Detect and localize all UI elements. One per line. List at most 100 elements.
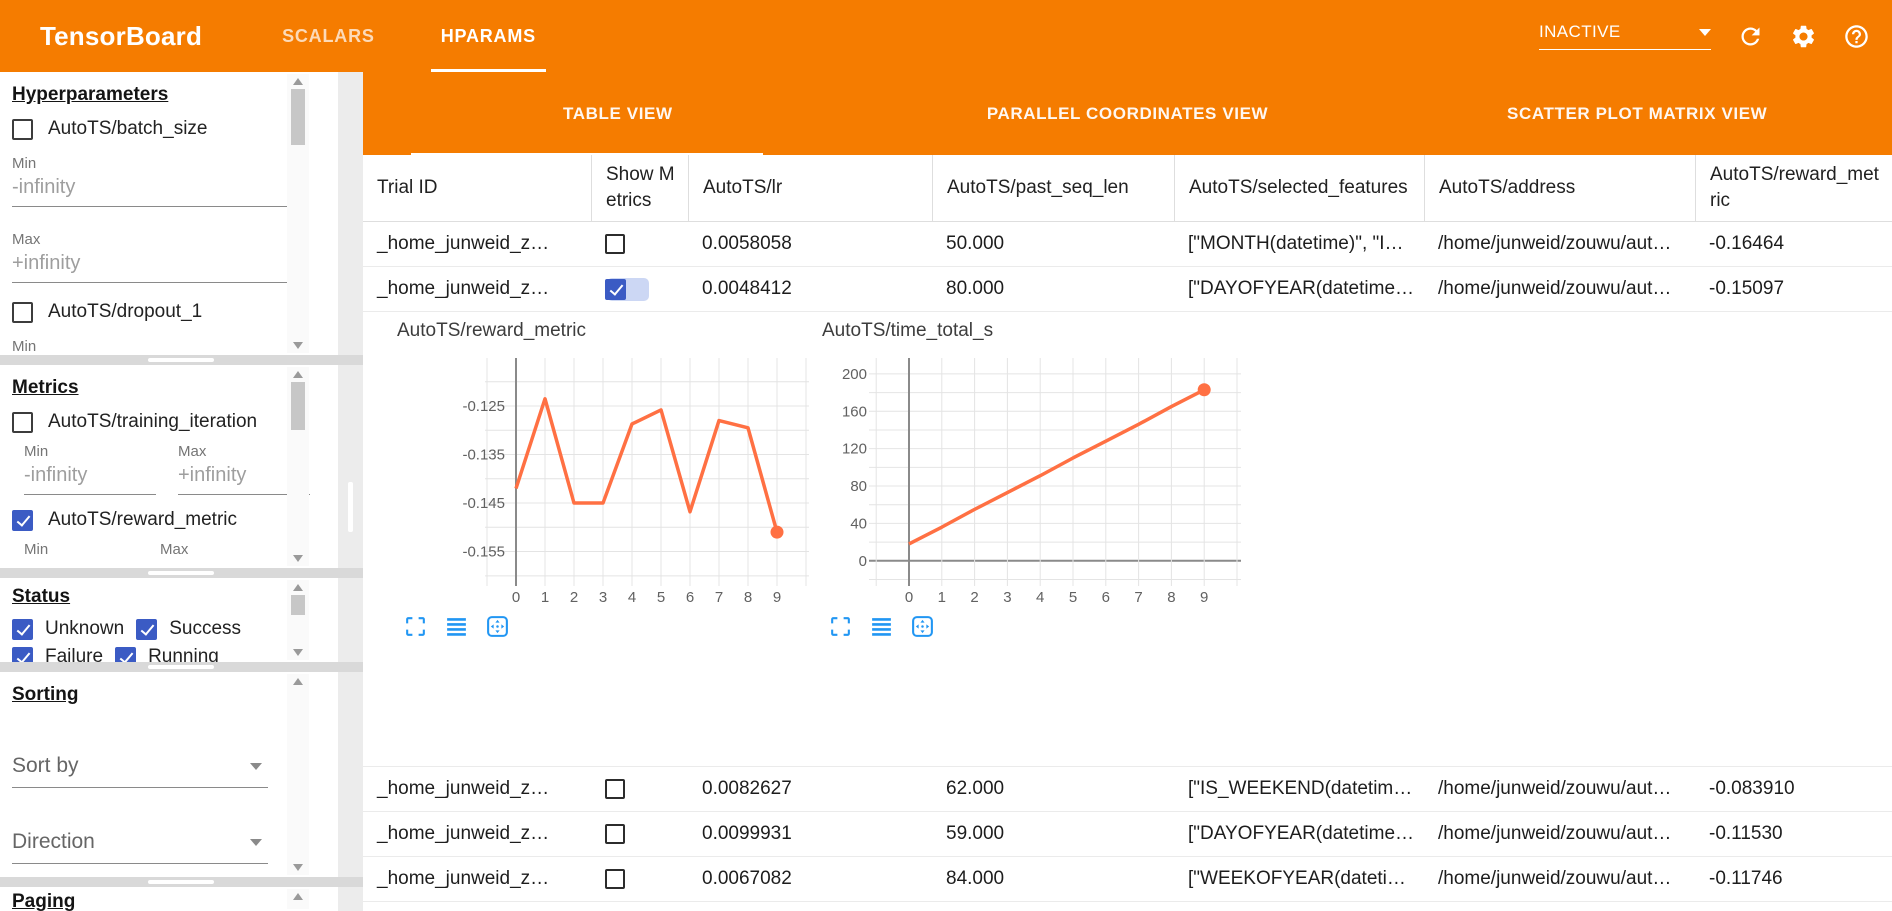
trial-id-cell: _home_junweid_z…	[363, 823, 591, 845]
scroll-up-icon[interactable]	[293, 893, 303, 900]
column-header[interactable]: AutoTS/lr	[688, 155, 932, 221]
paging-scrollbar[interactable]	[287, 889, 309, 909]
hparam-batch-size-checkbox[interactable]	[12, 119, 33, 140]
expanded-metrics-detail: AutoTS/reward_metric -0.125-0.135-0.145-…	[363, 312, 1892, 767]
svg-text:0: 0	[905, 589, 913, 606]
max-input[interactable]: +infinity	[12, 248, 300, 283]
column-header[interactable]: AutoTS/past_seq_len	[932, 155, 1174, 221]
status-scrollbar[interactable]	[287, 580, 309, 660]
column-header[interactable]: AutoTS/selected_features	[1174, 155, 1424, 221]
show-metrics-checkbox[interactable]	[605, 869, 625, 889]
sort-by-dropdown[interactable]: Sort by	[12, 754, 268, 788]
column-header[interactable]: AutoTS/address	[1424, 155, 1695, 221]
sidebar-scrollbar-thumb[interactable]	[348, 482, 353, 532]
paging-title: Paging	[12, 891, 274, 911]
sorting-scrollbar[interactable]	[287, 674, 309, 875]
pane-resize-handle[interactable]	[0, 355, 363, 365]
show-metrics-cell	[591, 824, 688, 844]
scroll-down-icon[interactable]	[293, 864, 303, 871]
hparam-dropout-1[interactable]: AutoTS/dropout_1	[12, 301, 274, 323]
column-header[interactable]: AutoTS/reward_metric	[1695, 155, 1892, 221]
metrics-scrollbar[interactable]	[287, 367, 309, 566]
scrollbar-thumb[interactable]	[291, 382, 305, 430]
scroll-up-icon[interactable]	[293, 584, 303, 591]
reward-metric-cell: -0.11746	[1695, 868, 1892, 890]
tab-scalars[interactable]: SCALARS	[270, 0, 387, 72]
selected-features-cell: ["MONTH(datetime)", "I…	[1174, 233, 1424, 255]
status-failure[interactable]: Failure	[12, 646, 103, 662]
hparam-dropout-1-label: AutoTS/dropout_1	[48, 301, 202, 323]
direction-dropdown[interactable]: Direction	[12, 830, 268, 864]
status-dropdown-value: INACTIVE	[1539, 22, 1621, 42]
pan-icon[interactable]	[485, 614, 510, 639]
pane-resize-handle[interactable]	[0, 877, 363, 887]
address-cell: /home/junweid/zouwu/aut…	[1424, 823, 1695, 845]
status-success-checkbox[interactable]	[136, 619, 157, 640]
fullscreen-icon[interactable]	[828, 614, 853, 639]
status-unknown-label: Unknown	[45, 618, 124, 640]
show-metrics-checkbox[interactable]	[605, 779, 625, 799]
status-running-checkbox[interactable]	[115, 647, 136, 663]
rows-list-icon[interactable]	[869, 614, 894, 639]
min-label: Min	[24, 541, 138, 558]
show-metrics-checkbox[interactable]	[605, 234, 625, 254]
lr-cell: 0.0067082	[688, 868, 932, 890]
status-failure-label: Failure	[45, 646, 103, 662]
min-label: Min	[24, 443, 156, 460]
hparam-batch-size[interactable]: AutoTS/batch_size	[12, 118, 274, 140]
hyperparameters-scrollbar[interactable]	[287, 74, 309, 353]
sidebar-scrollbar-track[interactable]	[338, 72, 363, 911]
scrollbar-thumb[interactable]	[291, 89, 305, 145]
time-total-chart[interactable]: 040801201602000123456789	[822, 350, 1245, 608]
address-cell: /home/junweid/zouwu/aut…	[1424, 278, 1695, 300]
tab-scatter-plot-matrix-view[interactable]: SCATTER PLOT MATRIX VIEW	[1382, 72, 1892, 155]
show-metrics-checkbox[interactable]	[605, 279, 626, 300]
pane-resize-handle[interactable]	[0, 568, 363, 578]
show-metrics-checkbox[interactable]	[605, 824, 625, 844]
column-header[interactable]: Trial ID	[363, 155, 591, 221]
scroll-up-icon[interactable]	[293, 371, 303, 378]
hparam-dropout-1-checkbox[interactable]	[12, 302, 33, 323]
status-success[interactable]: Success	[136, 618, 241, 640]
reward-metric-cell: -0.16464	[1695, 233, 1892, 255]
status-unknown-checkbox[interactable]	[12, 619, 33, 640]
tab-parallel-coordinates-view[interactable]: PARALLEL COORDINATES VIEW	[873, 72, 1383, 155]
chart-toolbar	[403, 614, 820, 639]
refresh-icon[interactable]	[1737, 23, 1764, 50]
column-header[interactable]: Show Metrics	[591, 155, 688, 221]
fullscreen-icon[interactable]	[403, 614, 428, 639]
main-content: TABLE VIEW PARALLEL COORDINATES VIEW SCA…	[363, 72, 1892, 911]
metric-reward-metric[interactable]: AutoTS/reward_metric	[12, 509, 274, 531]
past-seq-len-cell: 84.000	[932, 868, 1174, 890]
status-failure-checkbox[interactable]	[12, 647, 33, 663]
scroll-down-icon[interactable]	[293, 555, 303, 562]
scroll-down-icon[interactable]	[293, 342, 303, 349]
metric-training-iteration-checkbox[interactable]	[12, 412, 33, 433]
status-dropdown[interactable]: INACTIVE	[1539, 22, 1711, 50]
rows-list-icon[interactable]	[444, 614, 469, 639]
address-cell: /home/junweid/zouwu/aut…	[1424, 233, 1695, 255]
pane-resize-handle[interactable]	[0, 662, 363, 672]
min-input[interactable]: -infinity	[24, 460, 156, 495]
scrollbar-thumb[interactable]	[291, 595, 305, 615]
min-input[interactable]: -infinity	[12, 172, 300, 207]
scroll-up-icon[interactable]	[293, 78, 303, 85]
lr-cell: 0.0058058	[688, 233, 932, 255]
reward-metric-chart[interactable]: -0.125-0.135-0.145-0.1550123456789	[397, 350, 820, 608]
gear-icon[interactable]	[1790, 23, 1817, 50]
pan-icon[interactable]	[910, 614, 935, 639]
scroll-up-icon[interactable]	[293, 678, 303, 685]
status-unknown[interactable]: Unknown	[12, 618, 124, 640]
scroll-down-icon[interactable]	[293, 649, 303, 656]
help-icon[interactable]	[1843, 23, 1870, 50]
metrics-title: Metrics	[12, 377, 274, 399]
tab-hparams[interactable]: HPARAMS	[429, 0, 548, 72]
metric-reward-metric-checkbox[interactable]	[12, 510, 33, 531]
chart-toolbar	[828, 614, 1245, 639]
metric-training-iteration[interactable]: AutoTS/training_iteration	[12, 411, 274, 433]
status-running[interactable]: Running	[115, 646, 219, 662]
table-row: _home_junweid_z…0.006708284.000["WEEKOFY…	[363, 857, 1892, 902]
reward-metric-cell: -0.083910	[1695, 778, 1892, 800]
tab-table-view[interactable]: TABLE VIEW	[363, 72, 873, 155]
show-metrics-cell	[591, 234, 688, 254]
